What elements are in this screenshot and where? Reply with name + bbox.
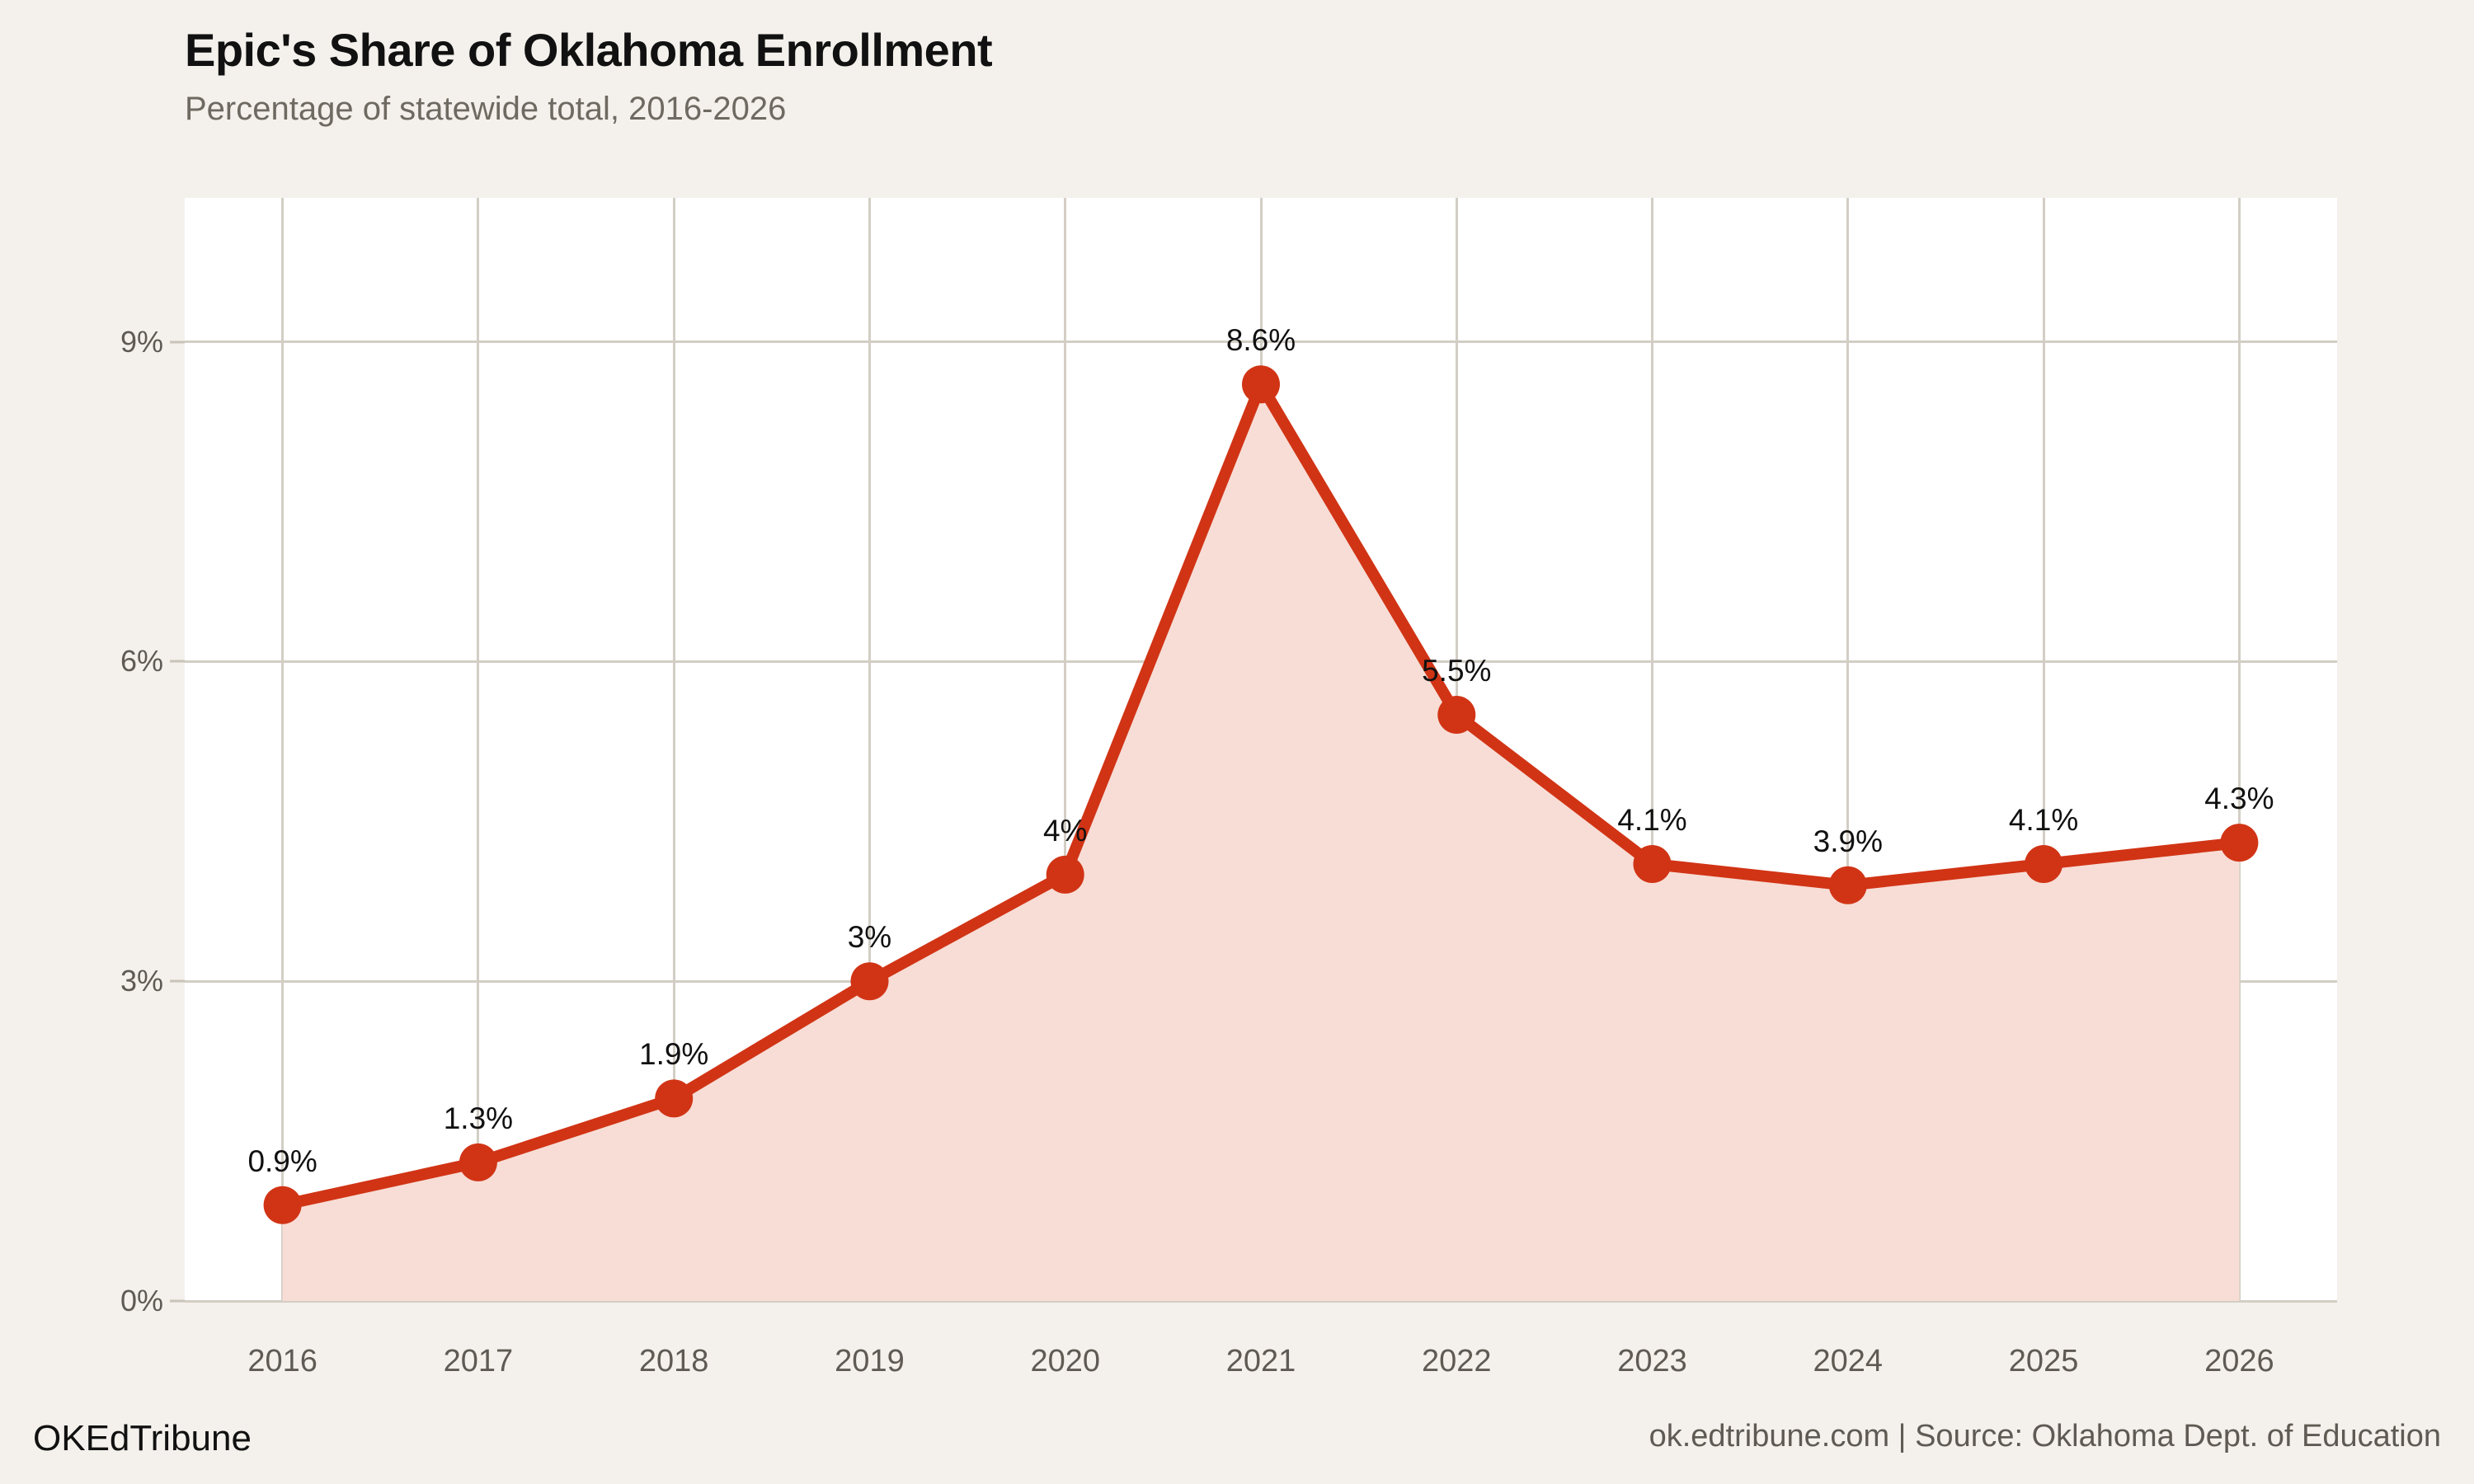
data-point-label: 1.9% — [639, 1037, 709, 1072]
x-axis-tick-label: 2025 — [2008, 1344, 2079, 1378]
data-point-label: 4.1% — [2008, 802, 2079, 837]
data-point-marker[interactable] — [1046, 855, 1084, 894]
plot-area — [185, 198, 2337, 1303]
y-axis-tick-mark — [170, 979, 185, 983]
data-point-label: 5.5% — [1422, 653, 1492, 688]
gridline-vertical — [1846, 198, 1850, 1301]
data-point-label: 4.1% — [1617, 802, 1687, 837]
gridline-vertical — [1064, 198, 1067, 1301]
y-axis-tick-mark — [170, 660, 185, 663]
x-axis-tick-label: 2020 — [1030, 1344, 1100, 1378]
area-fill — [282, 384, 2240, 1301]
x-axis-tick-label: 2022 — [1421, 1344, 1492, 1378]
x-axis-tick-label: 2021 — [1225, 1344, 1296, 1378]
y-axis-tick-mark — [170, 340, 185, 344]
gridline-horizontal — [185, 1299, 2337, 1303]
data-point-label: 3% — [847, 920, 892, 955]
y-axis-tick-label: 3% — [120, 964, 163, 998]
data-point-marker[interactable] — [1242, 365, 1280, 404]
y-axis-tick-label: 6% — [120, 644, 163, 679]
gridline-vertical — [2237, 198, 2241, 1301]
x-axis-tick-label: 2023 — [1617, 1344, 1687, 1378]
data-point-label: 4% — [1042, 813, 1088, 848]
data-point-label: 3.9% — [1813, 824, 1883, 858]
brand-label: OKEdTribune — [33, 1418, 252, 1458]
chart-header: Epic's Share of Oklahoma Enrollment Perc… — [185, 25, 2329, 127]
x-axis-tick-label: 2018 — [638, 1344, 709, 1378]
gridline-vertical — [868, 198, 871, 1301]
chart-subtitle: Percentage of statewide total, 2016-2026 — [185, 90, 787, 127]
y-axis-tick-mark — [170, 1299, 185, 1303]
x-axis-tick-label: 2024 — [1813, 1344, 1884, 1378]
data-point-label: 1.3% — [443, 1101, 514, 1135]
y-axis-tick-label: 0% — [120, 1284, 163, 1317]
data-series-area-line — [263, 365, 2259, 1301]
x-axis-tick-label: 2017 — [443, 1344, 514, 1378]
source-label: ok.edtribune.com | Source: Oklahoma Dept… — [1649, 1419, 2441, 1453]
data-point-marker[interactable] — [1633, 845, 1672, 883]
gridline-vertical — [672, 198, 675, 1301]
y-axis-tick-label: 9% — [120, 324, 163, 359]
x-axis-tick-label: 2016 — [247, 1344, 317, 1378]
data-point-label: 8.6% — [1225, 323, 1296, 358]
data-point-marker[interactable] — [655, 1079, 694, 1118]
data-point-label: 4.3% — [2204, 782, 2274, 816]
x-axis-tick-label: 2026 — [2204, 1344, 2274, 1378]
data-point-marker[interactable] — [1437, 696, 1476, 734]
data-point-marker[interactable] — [2025, 845, 2063, 883]
gridline-vertical — [281, 198, 285, 1301]
page-title: Epic's Share of Oklahoma Enrollment — [185, 24, 993, 76]
data-point-marker[interactable] — [459, 1143, 497, 1181]
data-point-markers — [263, 365, 2259, 1224]
data-point-marker[interactable] — [1828, 866, 1867, 904]
data-point-label: 0.9% — [247, 1144, 317, 1178]
data-point-marker[interactable] — [850, 962, 889, 1001]
data-point-marker[interactable] — [263, 1186, 302, 1224]
data-point-marker[interactable] — [2220, 824, 2259, 862]
x-axis-tick-label: 2019 — [835, 1344, 905, 1378]
gridline-vertical — [477, 198, 480, 1301]
gridline-vertical — [1651, 198, 1654, 1301]
gridline-vertical — [2042, 198, 2045, 1301]
